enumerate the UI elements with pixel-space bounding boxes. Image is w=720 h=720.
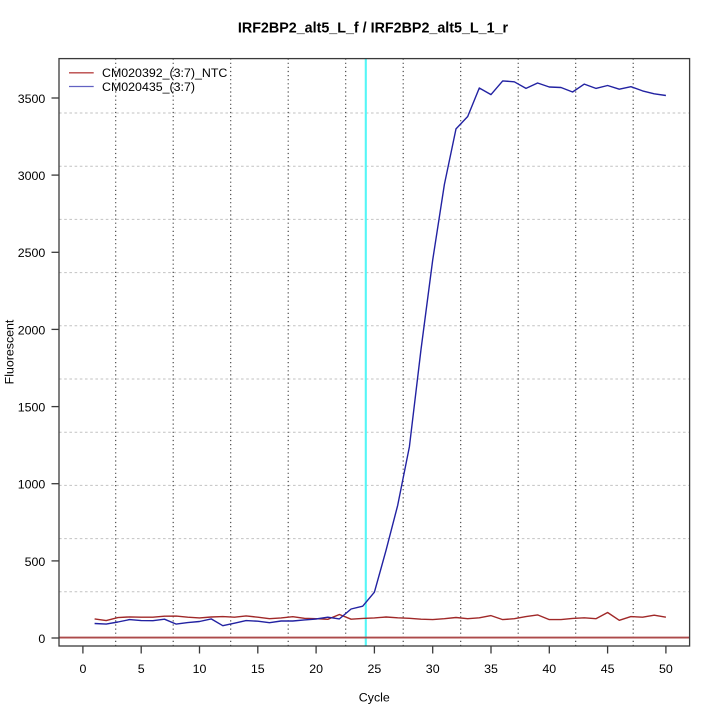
svg-text:1500: 1500 xyxy=(18,401,46,415)
svg-text:50: 50 xyxy=(659,662,673,676)
svg-text:45: 45 xyxy=(601,662,615,676)
svg-text:10: 10 xyxy=(193,662,207,676)
svg-text:40: 40 xyxy=(542,662,556,676)
svg-text:IRF2BP2_alt5_L_f / IRF2BP2_alt: IRF2BP2_alt5_L_f / IRF2BP2_alt5_L_1_r xyxy=(238,21,509,37)
svg-text:2500: 2500 xyxy=(18,246,46,260)
svg-text:Cycle: Cycle xyxy=(359,691,390,705)
svg-text:5: 5 xyxy=(138,662,145,676)
svg-text:20: 20 xyxy=(309,662,323,676)
svg-text:30: 30 xyxy=(426,662,440,676)
svg-text:3500: 3500 xyxy=(18,92,46,106)
svg-text:2000: 2000 xyxy=(18,323,46,337)
svg-text:Fluorescent: Fluorescent xyxy=(3,319,17,384)
svg-text:500: 500 xyxy=(25,555,46,569)
svg-text:25: 25 xyxy=(368,662,382,676)
svg-text:0: 0 xyxy=(38,632,45,646)
svg-text:1000: 1000 xyxy=(18,478,46,492)
svg-text:35: 35 xyxy=(484,662,498,676)
svg-text:CM020392_(3:7)_NTC: CM020392_(3:7)_NTC xyxy=(102,66,227,80)
svg-text:15: 15 xyxy=(251,662,265,676)
svg-text:0: 0 xyxy=(79,662,86,676)
svg-text:CM020435_(3:7): CM020435_(3:7) xyxy=(102,80,195,94)
svg-text:3000: 3000 xyxy=(18,169,46,183)
